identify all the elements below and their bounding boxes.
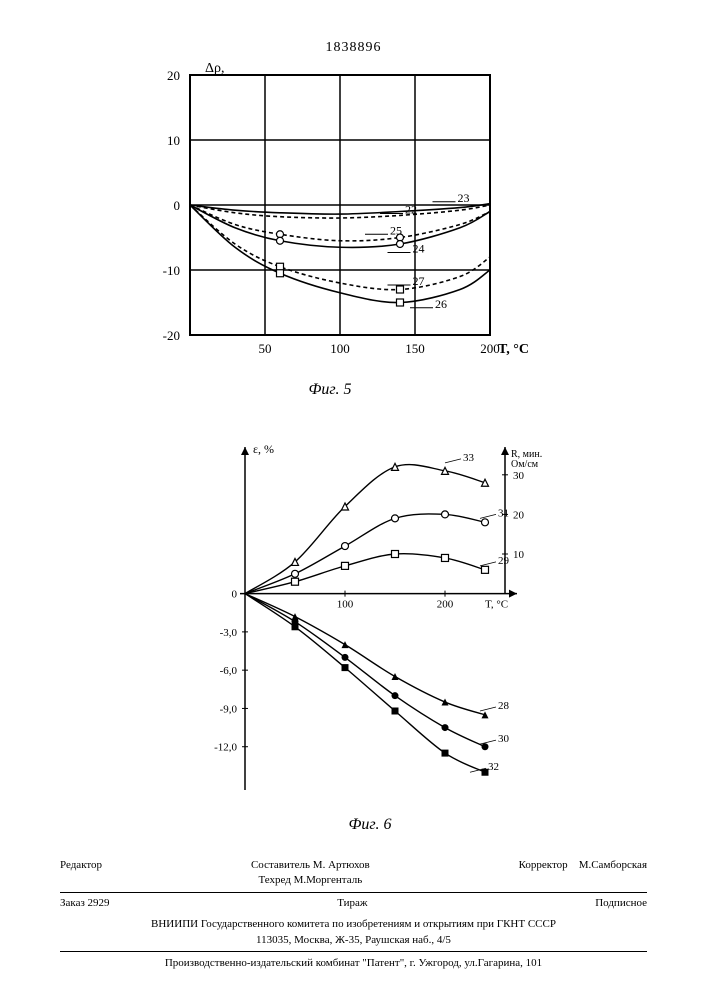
svg-text:33: 33	[463, 452, 475, 464]
svg-text:ε, %: ε, %	[253, 442, 274, 456]
fig6-caption: Фиг. 6	[180, 816, 560, 834]
svg-text:100: 100	[337, 599, 354, 611]
compiler: Составитель М. Артюхов	[251, 859, 370, 871]
svg-text:22: 22	[405, 203, 417, 217]
svg-text:26: 26	[435, 297, 447, 311]
corrector-label: Корректор	[519, 859, 568, 871]
svg-text:25: 25	[390, 223, 402, 237]
order: Заказ 2929	[60, 896, 110, 911]
svg-text:50: 50	[259, 341, 272, 356]
svg-text:30: 30	[498, 733, 510, 745]
fig6-container: 100 200 -3,0 -6,0 -9,0 -12,0 0 10 20 30 ε, % R, мин…	[180, 430, 560, 834]
svg-text:20: 20	[167, 68, 180, 83]
svg-text:T, °C: T, °C	[485, 599, 508, 611]
svg-text:29: 29	[498, 555, 510, 567]
techred: Техред М.Моргенталь	[258, 874, 362, 886]
svg-text:20: 20	[513, 509, 525, 521]
svg-text:150: 150	[405, 341, 425, 356]
svg-text:-20: -20	[163, 328, 180, 343]
svg-text:30: 30	[513, 470, 525, 482]
tirazh: Тираж	[337, 896, 367, 911]
svg-text:-12,0: -12,0	[214, 742, 237, 754]
footer-row-1: Редактор Составитель М. Артюхов Техред М…	[60, 855, 647, 892]
footer-row-2: Заказ 2929 Тираж Подписное	[60, 892, 647, 914]
svg-text:10: 10	[167, 133, 180, 148]
svg-text:28: 28	[498, 700, 510, 712]
svg-text:-10: -10	[163, 263, 180, 278]
svg-text:-9,0: -9,0	[220, 703, 238, 715]
address1-text: 113035, Москва, Ж-35, Раушская наб., 4/5	[256, 934, 451, 946]
footer-vniipi: ВНИИПИ Государственного комитета по изоб…	[60, 914, 647, 951]
svg-text:23: 23	[458, 191, 470, 205]
svg-text:24: 24	[413, 242, 425, 256]
svg-text:T, °C: T, °C	[498, 342, 529, 357]
svg-text:R, мин.Ом/см: R, мин.Ом/см	[511, 449, 542, 470]
svg-text:-6,0: -6,0	[220, 665, 238, 677]
footer-address2: Производственно-издательский комбинат "П…	[60, 951, 647, 975]
svg-text:0: 0	[232, 589, 238, 601]
svg-text:0: 0	[174, 198, 181, 213]
fig5-container: 5010015020020100-10-20Δρ,T, °C2223242526…	[120, 55, 540, 399]
corrector-name: М.Самборская	[579, 859, 647, 871]
svg-text:200: 200	[480, 341, 500, 356]
fig6-chart: 100 200 -3,0 -6,0 -9,0 -12,0 0 10 20 30 ε, % R, мин…	[180, 430, 560, 810]
vniipi-text: ВНИИПИ Государственного комитета по изоб…	[151, 918, 556, 930]
svg-text:10: 10	[513, 549, 525, 561]
svg-text:200: 200	[437, 599, 454, 611]
svg-text:-3,0: -3,0	[220, 627, 238, 639]
svg-text:32: 32	[488, 761, 499, 773]
subscription: Подписное	[595, 896, 647, 911]
footer-block: Редактор Составитель М. Артюхов Техред М…	[60, 855, 647, 975]
fig5-chart: 5010015020020100-10-20Δρ,T, °C2223242526…	[120, 55, 540, 375]
fig5-caption: Фиг. 5	[120, 381, 540, 399]
editor-label: Редактор	[60, 858, 102, 889]
svg-text:100: 100	[330, 341, 350, 356]
address2-text: Производственно-издательский комбинат "П…	[165, 957, 542, 969]
svg-text:27: 27	[413, 274, 425, 288]
svg-text:31: 31	[498, 507, 509, 519]
doc-number: 1838896	[0, 40, 707, 56]
svg-text:Δρ,: Δρ,	[205, 61, 225, 76]
